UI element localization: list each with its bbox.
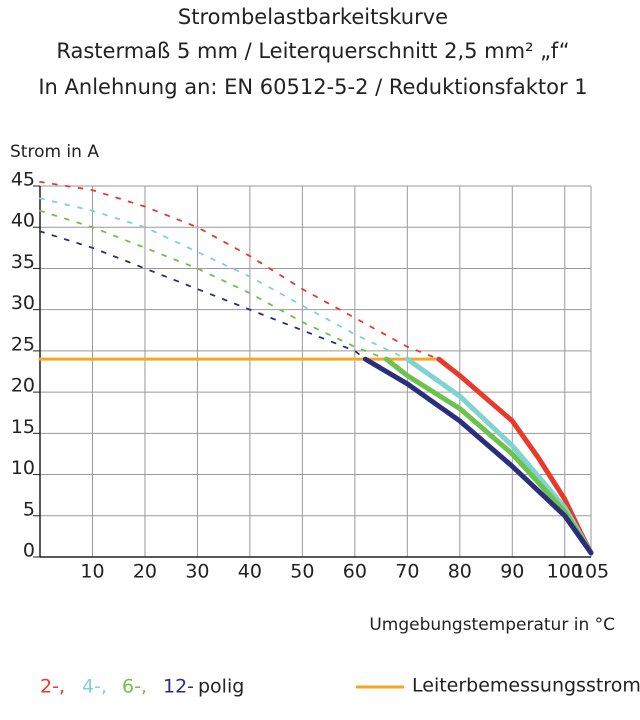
x-tick-label: 30 bbox=[185, 561, 209, 583]
legend-label: 4-, bbox=[82, 676, 107, 698]
y-axis-label: Strom in A bbox=[10, 142, 99, 162]
x-axis-label: Umgebungstemperatur in °C bbox=[369, 615, 615, 635]
y-tick-label: 15 bbox=[11, 416, 35, 438]
x-tick-label: 80 bbox=[448, 561, 472, 583]
dashed-line bbox=[39, 209, 388, 361]
x-tick-label: 20 bbox=[133, 561, 157, 583]
y-tick-label: 25 bbox=[11, 333, 35, 355]
y-tick-label: 45 bbox=[11, 169, 35, 191]
legend-label: 2-, bbox=[40, 676, 65, 698]
legend-label: polig bbox=[198, 676, 244, 698]
y-tick-label: 40 bbox=[11, 210, 35, 232]
x-tick-label: 90 bbox=[500, 561, 524, 583]
x-tick-label: 60 bbox=[343, 561, 367, 583]
line bbox=[362, 356, 594, 556]
legend-label: 12- bbox=[163, 676, 194, 698]
x-tick-label: 100 bbox=[547, 561, 583, 583]
chart-subtitle: Rastermaß 5 mm / Leiterquerschnitt 2,5 m… bbox=[56, 39, 569, 63]
dashed-line bbox=[39, 197, 409, 361]
x-tick-label: 40 bbox=[238, 561, 262, 583]
y-tick-label: 0 bbox=[23, 540, 35, 562]
x-tick-label: 105 bbox=[573, 561, 609, 583]
legend-label: Leiterbemessungsstrom bbox=[412, 675, 640, 697]
y-tick-label: 10 bbox=[11, 457, 35, 479]
chart-title: Strombelastbarkeitskurve bbox=[178, 5, 448, 29]
y-tick-label: 35 bbox=[11, 251, 35, 273]
x-tick-label: 10 bbox=[80, 561, 104, 583]
y-tick-label: 30 bbox=[11, 292, 35, 314]
y-tick-label: 5 bbox=[23, 498, 35, 520]
x-tick-label: 70 bbox=[395, 561, 419, 583]
y-tick-label: 20 bbox=[11, 375, 35, 397]
chart-subtitle: In Anlehnung an: EN 60512-5-2 / Reduktio… bbox=[38, 75, 587, 99]
legend-label: 6-, bbox=[122, 676, 147, 698]
x-tick-label: 50 bbox=[290, 561, 314, 583]
dashed-line bbox=[39, 230, 367, 361]
dashed-line bbox=[39, 180, 440, 361]
